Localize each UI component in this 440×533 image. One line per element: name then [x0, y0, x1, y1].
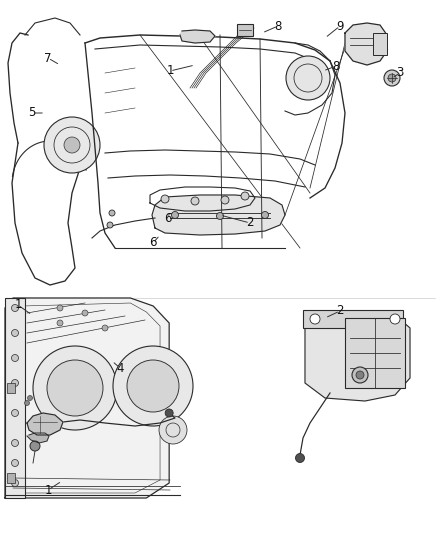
- Bar: [5, 298, 25, 498]
- Text: 5: 5: [28, 107, 36, 119]
- Text: 6: 6: [164, 212, 172, 224]
- Text: 7: 7: [44, 52, 52, 64]
- Circle shape: [216, 213, 224, 220]
- Text: 1: 1: [14, 298, 22, 311]
- Bar: [303, 310, 403, 328]
- Circle shape: [113, 346, 193, 426]
- Text: 3: 3: [396, 67, 403, 79]
- Circle shape: [82, 310, 88, 316]
- Circle shape: [47, 360, 103, 416]
- Circle shape: [221, 196, 229, 204]
- Bar: [237, 24, 253, 36]
- Circle shape: [107, 222, 113, 228]
- Polygon shape: [152, 195, 285, 235]
- Circle shape: [33, 346, 117, 430]
- Text: 6: 6: [149, 237, 157, 249]
- Bar: [345, 318, 405, 388]
- Text: 1: 1: [166, 64, 174, 77]
- Circle shape: [388, 74, 396, 82]
- Polygon shape: [180, 30, 215, 43]
- Circle shape: [11, 304, 18, 311]
- Circle shape: [11, 354, 18, 361]
- Circle shape: [127, 360, 179, 412]
- Circle shape: [11, 409, 18, 416]
- Circle shape: [30, 441, 40, 451]
- Polygon shape: [345, 23, 387, 65]
- Circle shape: [11, 459, 18, 466]
- Polygon shape: [27, 413, 63, 435]
- Circle shape: [102, 325, 108, 331]
- Circle shape: [390, 314, 400, 324]
- Circle shape: [159, 416, 187, 444]
- Bar: [7, 473, 15, 483]
- Circle shape: [356, 371, 364, 379]
- Circle shape: [44, 117, 100, 173]
- Text: 2: 2: [336, 304, 344, 318]
- Circle shape: [241, 192, 249, 200]
- Circle shape: [352, 367, 368, 383]
- Circle shape: [286, 56, 330, 100]
- Circle shape: [310, 314, 320, 324]
- Circle shape: [11, 440, 18, 447]
- Circle shape: [191, 197, 199, 205]
- Circle shape: [109, 210, 115, 216]
- Circle shape: [25, 400, 29, 406]
- Text: 9: 9: [336, 20, 344, 33]
- Circle shape: [57, 320, 63, 326]
- Circle shape: [64, 137, 80, 153]
- Text: 4: 4: [116, 361, 124, 375]
- Polygon shape: [27, 433, 49, 443]
- Text: 2: 2: [246, 216, 254, 230]
- Circle shape: [27, 395, 33, 400]
- Circle shape: [165, 409, 173, 417]
- Bar: [7, 383, 15, 393]
- Circle shape: [11, 379, 18, 386]
- Text: 8: 8: [332, 60, 340, 72]
- Circle shape: [11, 329, 18, 336]
- Text: 8: 8: [274, 20, 282, 33]
- Circle shape: [296, 454, 304, 463]
- Polygon shape: [5, 298, 169, 498]
- Circle shape: [172, 212, 179, 219]
- Circle shape: [11, 480, 18, 487]
- Circle shape: [161, 195, 169, 203]
- Circle shape: [57, 305, 63, 311]
- Circle shape: [384, 70, 400, 86]
- Text: 1: 1: [44, 483, 52, 497]
- Circle shape: [261, 212, 268, 219]
- Polygon shape: [305, 311, 410, 401]
- Bar: [373, 33, 387, 55]
